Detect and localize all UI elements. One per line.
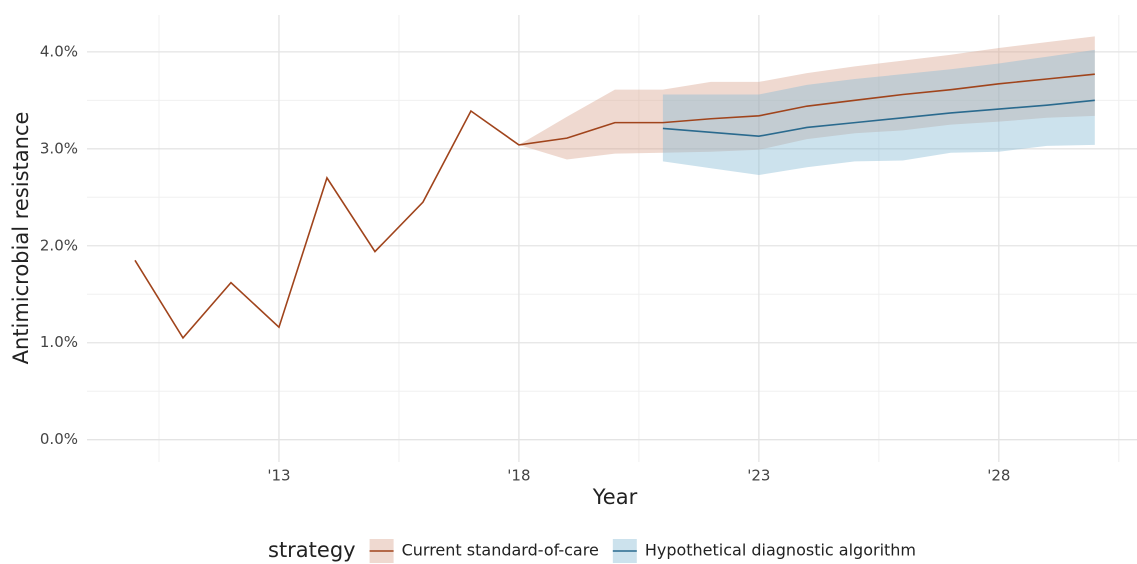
- lines: [134, 73, 1095, 340]
- x-tick-label: '13: [267, 467, 290, 485]
- x-tick-label: '18: [507, 467, 530, 485]
- legend-label: Current standard-of-care: [402, 541, 599, 560]
- y-tick-label: 1.0%: [40, 333, 78, 351]
- y-tick-label: 0.0%: [40, 430, 78, 448]
- legend-title: strategy: [268, 538, 356, 562]
- y-tick-label: 3.0%: [40, 139, 78, 157]
- x-axis-title: Year: [592, 485, 638, 509]
- x-tick-label: '23: [747, 467, 770, 485]
- y-tick-label: 2.0%: [40, 236, 78, 254]
- legend-label: Hypothetical diagnostic algorithm: [645, 541, 916, 560]
- legend-item: Hypothetical diagnostic algorithm: [612, 539, 916, 563]
- y-axis-title: Antimicrobial resistance: [9, 112, 33, 365]
- y-tick-label: 4.0%: [40, 42, 78, 60]
- series-line: [662, 99, 1095, 138]
- confidence-band: [662, 49, 1095, 175]
- grid: 0.0% 1.0% 2.0% 3.0% 4.0% '13 '18 '23 '28: [40, 15, 1137, 485]
- legend: strategy Current standard-of-care Hypothet…: [268, 538, 916, 563]
- x-tick-label: '28: [987, 467, 1010, 485]
- legend-item: Current standard-of-care: [369, 539, 599, 563]
- series-line: [134, 73, 1095, 340]
